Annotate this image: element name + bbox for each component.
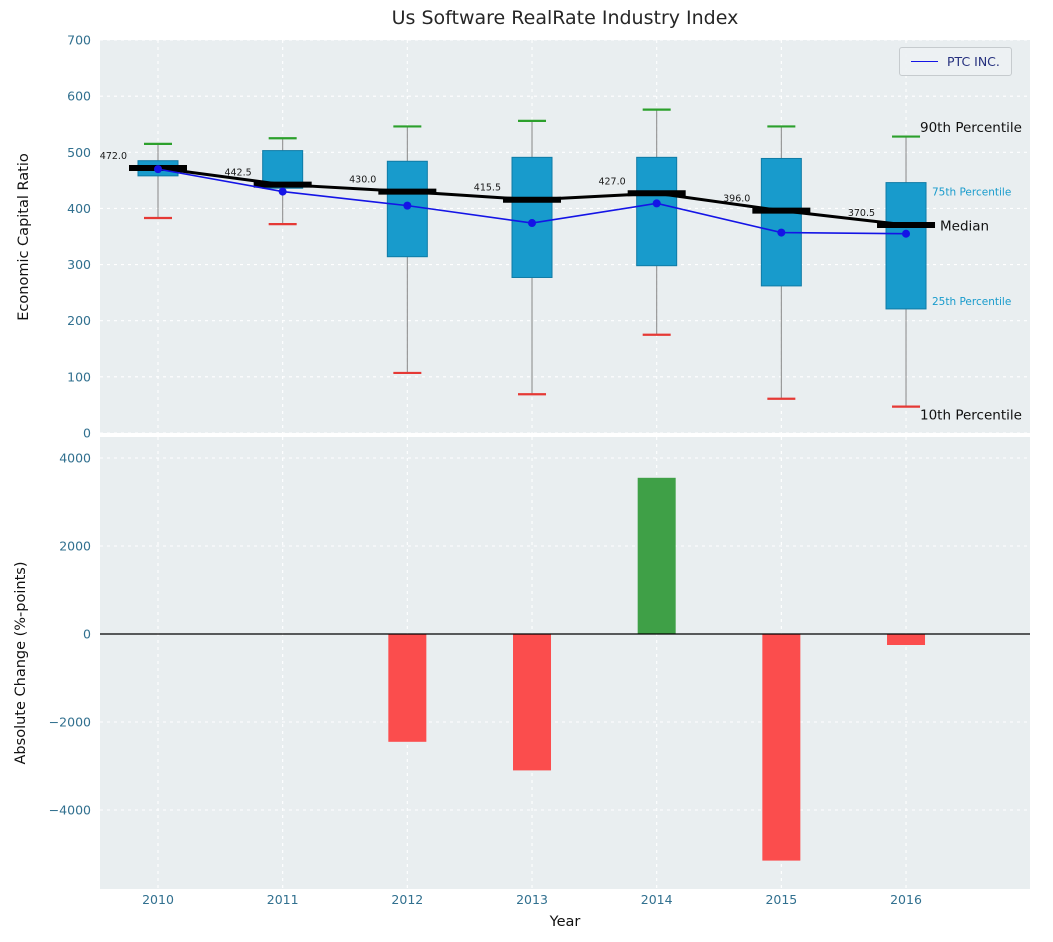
y-axis-label-top: Economic Capital Ratio — [16, 153, 32, 321]
iqr-box-2014 — [636, 156, 678, 267]
bottom-y-tick-label: 4000 — [59, 451, 91, 466]
x-tick-label: 2010 — [142, 892, 174, 907]
change-bar-2014 — [637, 477, 676, 634]
annotation-10th-percentile: 10th Percentile — [920, 407, 1022, 423]
iqr-box-2013 — [511, 156, 553, 278]
x-tick-label: 2016 — [890, 892, 922, 907]
bottom-y-tick-label: −2000 — [49, 715, 91, 730]
x-tick-label: 2012 — [391, 892, 423, 907]
median-value-label-2014: 427.0 — [598, 176, 625, 187]
change-bar-2016 — [887, 634, 926, 645]
change-bar-2012 — [388, 634, 427, 742]
ptc-point-2013 — [528, 219, 537, 228]
top-y-tick-label: 400 — [67, 201, 91, 216]
iqr-box-2015 — [760, 157, 802, 287]
ptc-point-2011 — [278, 187, 287, 196]
bottom-y-tick-label: 0 — [83, 627, 91, 642]
annotation-median: Median — [940, 218, 989, 234]
annotation-75th-percentile: 75th Percentile — [932, 186, 1011, 198]
top-y-tick-label: 200 — [67, 313, 91, 328]
top-y-tick-label: 700 — [67, 33, 91, 48]
legend-label: PTC INC. — [947, 54, 1000, 69]
bottom-y-tick-label: 2000 — [59, 539, 91, 554]
top-y-tick-label: 100 — [67, 369, 91, 384]
bottom-y-tick-label: −4000 — [49, 803, 91, 818]
legend: PTC INC. — [899, 47, 1012, 76]
x-tick-label: 2011 — [267, 892, 299, 907]
ptc-point-2016 — [902, 229, 911, 238]
annotation-90th-percentile: 90th Percentile — [920, 120, 1022, 136]
x-tick-label: 2013 — [516, 892, 548, 907]
ptc-point-2015 — [777, 228, 786, 237]
y-axis-label-bottom: Absolute Change (%-points) — [13, 561, 29, 765]
change-bar-2015 — [762, 634, 801, 861]
top-panel-bg — [100, 40, 1030, 433]
chart-title: Us Software RealRate Industry Index — [391, 7, 739, 29]
x-tick-label: 2014 — [641, 892, 673, 907]
x-axis-label: Year — [549, 914, 581, 930]
ptc-point-2010 — [154, 165, 162, 174]
annotation-25th-percentile: 25th Percentile — [932, 296, 1011, 308]
bottom-panel-bg — [100, 437, 1030, 889]
legend-line-sample-icon — [911, 61, 938, 62]
median-value-label-2010: 472.0 — [100, 151, 127, 162]
top-y-tick-label: 600 — [67, 89, 91, 104]
ptc-point-2014 — [652, 199, 661, 208]
median-value-label-2016: 370.5 — [848, 208, 875, 219]
top-y-tick-label: 0 — [83, 426, 91, 441]
change-bar-2013 — [513, 634, 552, 771]
top-y-tick-label: 300 — [67, 257, 91, 272]
median-value-label-2013: 415.5 — [474, 183, 501, 194]
ptc-point-2012 — [403, 201, 412, 210]
top-y-tick-label: 500 — [67, 145, 91, 160]
median-value-label-2015: 396.0 — [723, 194, 750, 205]
iqr-box-2016 — [885, 182, 927, 310]
median-value-label-2012: 430.0 — [349, 175, 376, 186]
x-tick-label: 2015 — [765, 892, 797, 907]
median-value-label-2011: 442.5 — [224, 168, 251, 179]
